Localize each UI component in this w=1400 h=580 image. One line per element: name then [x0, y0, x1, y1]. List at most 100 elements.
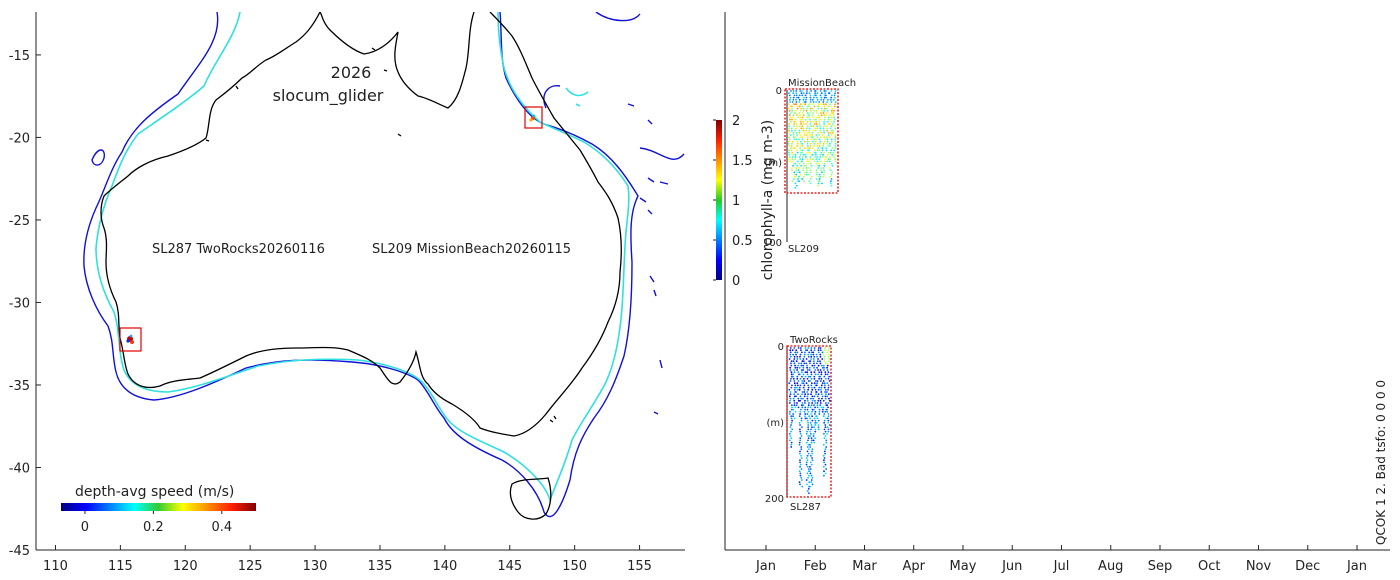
profile-sample: [821, 408, 824, 411]
profile-sample: [834, 142, 837, 145]
profile-sample: [806, 151, 809, 154]
profile-sample: [796, 369, 799, 371]
profile-sample: [795, 92, 798, 95]
profile-sample: [824, 430, 827, 433]
profile-sample: [824, 138, 826, 141]
profile-sample: [803, 391, 806, 393]
profile-sample: [791, 101, 794, 103]
inset-tr-site: TwoRocks: [789, 335, 838, 346]
profile-sample: [789, 134, 792, 136]
profile-sample: [812, 129, 815, 132]
profile-sample: [818, 138, 821, 141]
profile-sample: [799, 428, 801, 431]
profile-sample: [795, 353, 797, 356]
profile-sample: [818, 164, 821, 167]
profile-sample: [814, 129, 817, 132]
map-x-tick-label: 130: [303, 559, 328, 574]
inset-tr-depth-top: 0: [778, 342, 784, 353]
profile-sample: [818, 134, 821, 136]
chl-tick-label: 2: [732, 114, 740, 129]
profile-sample: [799, 358, 802, 360]
profile-sample: [823, 164, 826, 167]
profile-sample: [804, 413, 807, 415]
profile-sample: [826, 142, 829, 145]
profile-sample: [792, 164, 795, 167]
profile-sample: [825, 156, 828, 158]
profile-sample: [833, 118, 836, 121]
profile-sample: [812, 125, 815, 128]
inset-mb-site: MissionBeach: [788, 78, 856, 89]
profile-sample: [795, 131, 798, 134]
profile-sample: [799, 410, 802, 413]
profile-sample: [819, 140, 822, 143]
profile-sample: [827, 347, 830, 349]
profile-sample: [805, 362, 808, 365]
profile-sample: [808, 481, 811, 484]
profile-sample: [789, 369, 792, 371]
profile-sample: [806, 364, 808, 367]
profile-sample: [826, 432, 828, 435]
mission-beach-box[interactable]: [524, 106, 543, 129]
profile-sample: [798, 171, 801, 174]
profile-sample: [826, 408, 828, 411]
inset-mb-box[interactable]: [784, 88, 839, 194]
profile-sample: [810, 347, 813, 349]
profile-sample: [803, 362, 806, 365]
profile-sample: [807, 353, 810, 356]
profile-sample: [806, 90, 808, 92]
profile-sample: [800, 164, 803, 167]
profile-sample: [823, 366, 826, 369]
map-y-tick-label: -35: [9, 379, 30, 394]
profile-sample: [819, 112, 822, 114]
profile-sample: [821, 182, 823, 185]
profile-sample: [822, 380, 825, 382]
profile-sample: [810, 153, 813, 156]
profile-sample: [830, 184, 833, 187]
profile-sample: [823, 171, 826, 174]
profile-sample: [794, 186, 797, 189]
map-x-tick-label: 145: [497, 559, 522, 574]
profile-sample: [829, 169, 832, 172]
profile-sample: [831, 153, 834, 156]
profile-sample: [789, 391, 792, 393]
profile-sample: [822, 142, 825, 145]
profile-sample: [808, 360, 811, 363]
profile-sample: [812, 101, 815, 103]
profile-sample: [795, 103, 797, 106]
profile-sample: [792, 131, 795, 134]
profile-sample: [823, 459, 825, 462]
profile-sample: [795, 98, 797, 101]
map-y-tick-label: -40: [9, 461, 30, 476]
profile-sample: [806, 430, 808, 433]
profile-sample: [809, 94, 812, 97]
profile-sample: [825, 393, 827, 396]
profile-sample: [826, 127, 828, 130]
profile-sample: [827, 421, 830, 424]
profile-sample: [834, 160, 837, 163]
chl-colorbar-ticks: 0 0.5 1 1.5 2: [713, 114, 753, 289]
profile-sample: [823, 432, 825, 435]
profile-sample: [823, 355, 826, 358]
profile-sample: [800, 446, 803, 448]
profile-sample: [806, 395, 809, 398]
profile-sample: [811, 107, 814, 110]
profile-sample: [827, 393, 830, 396]
profile-sample: [824, 426, 827, 429]
profile-sample: [799, 158, 802, 161]
profile-sample: [818, 180, 821, 183]
profile-sample: [811, 153, 814, 156]
profile-sample: [799, 472, 802, 475]
profile-sample: [799, 353, 802, 356]
profile-sample: [803, 147, 806, 150]
profile-sample: [809, 430, 812, 433]
speed-colorbar-label: depth-avg speed (m/s): [75, 484, 234, 500]
profile-sample: [833, 125, 836, 128]
profile-sample: [809, 96, 812, 99]
profile-sample: [830, 109, 833, 112]
profile-sample: [820, 171, 823, 174]
profile-sample: [806, 136, 809, 139]
inset-tr-box[interactable]: [786, 345, 832, 498]
profile-sample: [809, 158, 812, 161]
profile-sample: [813, 441, 816, 444]
two-rocks-box[interactable]: [119, 327, 142, 352]
